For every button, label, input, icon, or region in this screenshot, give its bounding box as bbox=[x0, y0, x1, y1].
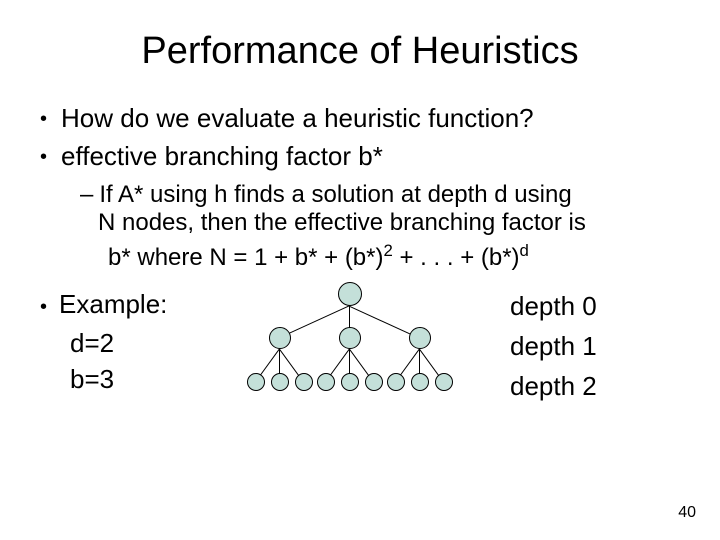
bullet-2-text: effective branching factor b* bbox=[61, 141, 383, 172]
tree-node bbox=[387, 373, 405, 391]
bullet-2: • effective branching factor b* bbox=[40, 141, 690, 173]
sub-line2: N nodes, then the effective branching fa… bbox=[98, 209, 586, 236]
example-d: d=2 bbox=[70, 328, 114, 358]
example-label: Example: bbox=[59, 289, 167, 319]
bullet-dot: • bbox=[40, 103, 47, 135]
bullet-1: • How do we evaluate a heuristic functio… bbox=[40, 103, 690, 135]
tree-node bbox=[271, 373, 289, 391]
example-row: • Example: d=2 b=3 depth 0 depth 1 depth … bbox=[30, 286, 690, 410]
depth-label-2: depth 2 bbox=[510, 366, 597, 406]
tree-node bbox=[411, 373, 429, 391]
tree-node bbox=[339, 327, 361, 349]
tree-diagram bbox=[230, 286, 480, 410]
tree-node bbox=[317, 373, 335, 391]
formula-line: b* where N = 1 + b* + (b*)2 + . . . + (b… bbox=[108, 241, 690, 272]
page-number: 40 bbox=[678, 504, 696, 522]
bullet-dot: • bbox=[40, 296, 47, 318]
example-left: • Example: d=2 b=3 bbox=[30, 286, 230, 397]
formula-part2: + . . . + (b*) bbox=[393, 244, 520, 271]
depth-label-1: depth 1 bbox=[510, 326, 597, 366]
exponent-2: 2 bbox=[383, 241, 392, 260]
bullet-1-text: How do we evaluate a heuristic function? bbox=[61, 103, 534, 134]
tree-node bbox=[365, 373, 383, 391]
tree-node bbox=[338, 282, 362, 306]
tree-node bbox=[247, 373, 265, 391]
slide-title: Performance of Heuristics bbox=[30, 30, 690, 73]
formula-part1: b* where N = 1 + b* + (b*) bbox=[108, 244, 383, 271]
tree-node bbox=[435, 373, 453, 391]
sub-line1: If A* using h finds a solution at depth … bbox=[99, 181, 571, 208]
depth-labels: depth 0 depth 1 depth 2 bbox=[480, 286, 597, 406]
tree-node bbox=[341, 373, 359, 391]
tree-node bbox=[295, 373, 313, 391]
tree-node bbox=[269, 327, 291, 349]
bullet-2-sub: –If A* using h finds a solution at depth… bbox=[80, 181, 690, 237]
bullet-dot: • bbox=[40, 141, 47, 173]
depth-label-0: depth 0 bbox=[510, 286, 597, 326]
exponent-d: d bbox=[520, 241, 529, 260]
dash-icon: – bbox=[80, 181, 93, 208]
example-b: b=3 bbox=[70, 364, 114, 394]
tree-node bbox=[409, 327, 431, 349]
